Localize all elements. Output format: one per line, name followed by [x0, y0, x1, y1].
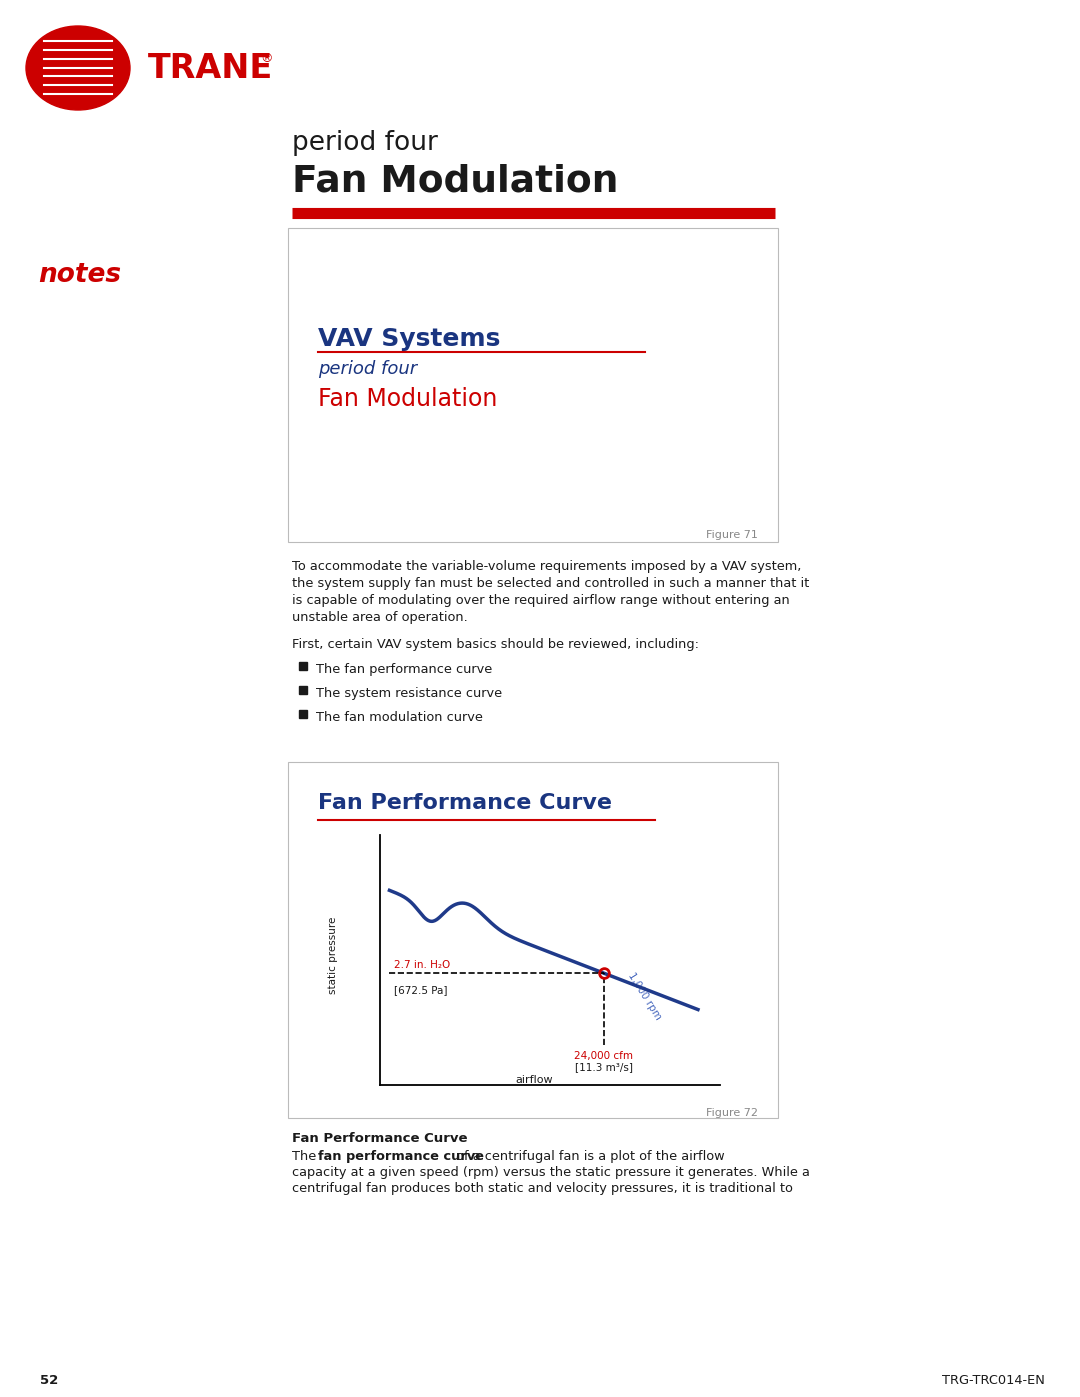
- Text: 1,000 rpm: 1,000 rpm: [625, 971, 663, 1023]
- Text: airflow: airflow: [515, 1076, 553, 1085]
- Text: 2.7 in. H₂O: 2.7 in. H₂O: [394, 960, 450, 971]
- Ellipse shape: [26, 27, 130, 110]
- Text: VAV Systems: VAV Systems: [318, 327, 500, 351]
- Text: static pressure: static pressure: [327, 916, 338, 995]
- Bar: [299, 686, 307, 694]
- Text: The fan performance curve: The fan performance curve: [316, 664, 492, 676]
- Text: The: The: [292, 1150, 321, 1162]
- Text: Fan Performance Curve: Fan Performance Curve: [318, 793, 612, 813]
- Text: notes: notes: [38, 263, 121, 288]
- Text: the system supply fan must be selected and controlled in such a manner that it: the system supply fan must be selected a…: [292, 577, 809, 590]
- Bar: [288, 761, 778, 1118]
- Text: centrifugal fan produces both static and velocity pressures, it is traditional t: centrifugal fan produces both static and…: [292, 1182, 793, 1194]
- Text: of a centrifugal fan is a plot of the airflow: of a centrifugal fan is a plot of the ai…: [453, 1150, 725, 1162]
- Text: 52: 52: [40, 1373, 58, 1386]
- Text: fan performance curve: fan performance curve: [318, 1150, 484, 1162]
- Bar: [288, 228, 778, 542]
- Text: period four: period four: [292, 130, 437, 156]
- Text: capacity at a given speed (rpm) versus the static pressure it generates. While a: capacity at a given speed (rpm) versus t…: [292, 1166, 810, 1179]
- Text: To accommodate the variable-volume requirements imposed by a VAV system,: To accommodate the variable-volume requi…: [292, 560, 801, 573]
- Text: [11.3 m³/s]: [11.3 m³/s]: [575, 1062, 633, 1071]
- Text: Fan Performance Curve: Fan Performance Curve: [292, 1132, 468, 1146]
- Text: unstable area of operation.: unstable area of operation.: [292, 610, 468, 624]
- Text: ®: ®: [260, 52, 272, 66]
- Text: TRANE: TRANE: [148, 52, 273, 84]
- Text: Figure 71: Figure 71: [706, 529, 758, 541]
- Text: is capable of modulating over the required airflow range without entering an: is capable of modulating over the requir…: [292, 594, 789, 608]
- Text: 24,000 cfm: 24,000 cfm: [573, 1051, 633, 1060]
- Bar: [299, 710, 307, 718]
- Text: period four: period four: [318, 360, 417, 379]
- Text: The fan modulation curve: The fan modulation curve: [316, 711, 483, 724]
- Text: Fan Modulation: Fan Modulation: [318, 387, 498, 411]
- Text: Fan Modulation: Fan Modulation: [292, 163, 619, 198]
- Text: [672.5 Pa]: [672.5 Pa]: [394, 985, 448, 995]
- Bar: [299, 662, 307, 671]
- Text: First, certain VAV system basics should be reviewed, including:: First, certain VAV system basics should …: [292, 638, 699, 651]
- Text: TRG-TRC014-EN: TRG-TRC014-EN: [942, 1373, 1045, 1386]
- Text: The system resistance curve: The system resistance curve: [316, 687, 502, 700]
- Text: Figure 72: Figure 72: [706, 1108, 758, 1118]
